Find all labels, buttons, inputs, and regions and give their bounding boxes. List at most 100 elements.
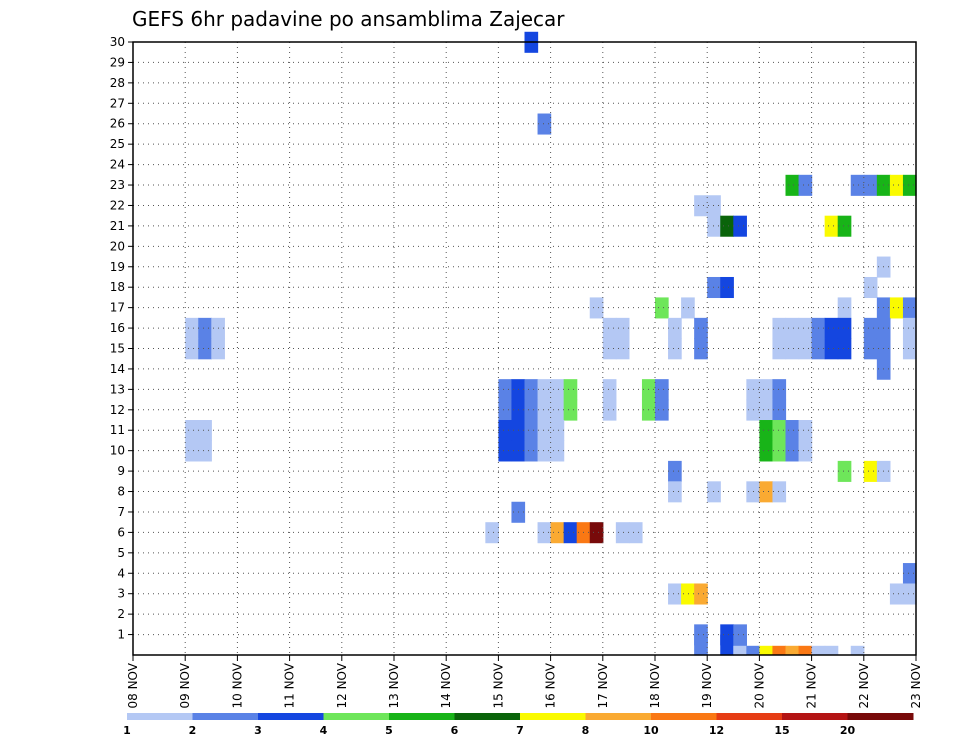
heatmap-cell: [889, 583, 904, 605]
x-tick-label: 22 NOV: [857, 662, 871, 708]
heatmap-cell: [707, 215, 721, 237]
y-tick-label: 10: [110, 444, 125, 458]
heatmap-cell: [798, 317, 813, 339]
heatmap-cell: [185, 338, 199, 360]
heatmap-cell-strip: [798, 645, 813, 655]
legend-label: 4: [320, 724, 328, 737]
heatmap-cell: [785, 174, 800, 196]
heatmap-cell: [772, 399, 787, 421]
x-tick-label: 11 NOV: [283, 662, 297, 708]
heatmap-cell: [772, 481, 787, 503]
heatmap-cell: [185, 420, 199, 442]
y-tick-label: 12: [110, 403, 125, 417]
heatmap-cell: [837, 338, 852, 360]
heatmap-cell: [485, 522, 499, 544]
chart-title: GEFS 6hr padavine po ansamblima Zajecar: [132, 7, 565, 31]
heatmap-cell: [185, 317, 199, 339]
y-tick-label: 9: [117, 464, 125, 478]
heatmap-cell-strip: [759, 645, 774, 655]
legend-label: 1: [123, 724, 131, 737]
heatmap-cell: [863, 338, 878, 360]
heatmap-cell: [863, 317, 878, 339]
heatmap-cell: [837, 215, 852, 237]
y-tick-label: 16: [110, 321, 125, 335]
heatmap-cell: [720, 215, 734, 237]
heatmap-cell: [198, 420, 212, 442]
heatmap-cell: [694, 317, 708, 339]
heatmap-cell: [785, 420, 800, 442]
heatmap-cells: [185, 31, 917, 656]
heatmap-cell: [602, 338, 617, 360]
y-tick-label: 28: [110, 76, 125, 90]
y-tick-label: 26: [110, 117, 125, 131]
heatmap-cell: [733, 215, 747, 237]
heatmap-cell: [537, 522, 552, 544]
heatmap-cell: [602, 379, 617, 401]
heatmap-cell: [785, 317, 800, 339]
y-tick-label: 7: [117, 505, 125, 519]
legend-swatch: [454, 713, 521, 720]
x-tick-label: 15 NOV: [491, 662, 505, 708]
heatmap-cell: [563, 522, 578, 544]
heatmap-cell: [850, 174, 865, 196]
heatmap-cell: [798, 338, 813, 360]
x-tick-label: 12 NOV: [335, 662, 349, 708]
legend-swatch: [651, 713, 717, 720]
heatmap-cell: [902, 583, 917, 605]
grid-lines: [133, 42, 916, 655]
heatmap-cell: [589, 522, 604, 544]
heatmap-cell: [772, 420, 787, 442]
x-tick-label: 18 NOV: [648, 662, 662, 708]
heatmap-cell: [563, 399, 578, 421]
heatmap-cell: [902, 297, 917, 319]
y-tick-label: 25: [110, 137, 125, 151]
heatmap-cell: [628, 522, 643, 544]
heatmap-cell: [615, 338, 630, 360]
x-tick-label: 20 NOV: [752, 662, 766, 708]
y-tick-label: 17: [110, 301, 125, 315]
heatmap-cell: [772, 440, 787, 462]
heatmap-cell: [498, 440, 513, 462]
heatmap-cell: [720, 276, 734, 299]
x-tick-label: 19 NOV: [700, 662, 714, 708]
y-tick-label: 14: [110, 362, 125, 376]
x-tick-label: 09 NOV: [178, 662, 192, 708]
x-tick-label: 08 NOV: [126, 662, 140, 708]
x-tick-label: 13 NOV: [387, 662, 401, 708]
y-tick-label: 15: [110, 342, 125, 356]
heatmap-cell: [720, 634, 734, 656]
legend-label: 8: [582, 724, 590, 737]
legend-swatch: [782, 713, 848, 720]
heatmap-cell: [863, 276, 878, 299]
legend-swatch: [323, 713, 390, 720]
heatmap-cell: [798, 440, 813, 462]
heatmap-cell: [668, 338, 682, 360]
legend-label: 7: [516, 724, 524, 737]
heatmap-cell: [681, 297, 695, 319]
y-tick-label: 23: [110, 178, 125, 192]
heatmap-cell: [694, 195, 708, 217]
heatmap-cell: [602, 317, 617, 339]
heatmap-cell: [537, 379, 552, 401]
x-axis: 08 NOV 09 NOV 10 NOV 11 NOV 12 NOV 13 NOV 14 N…: [126, 655, 923, 709]
heatmap-cell: [185, 440, 199, 462]
y-tick-label: 18: [110, 280, 125, 294]
heatmap-cell: [902, 174, 917, 196]
x-tick-label: 21 NOV: [805, 662, 819, 708]
heatmap-cell: [668, 481, 682, 503]
heatmap-cell: [837, 460, 852, 482]
heatmap-cell: [537, 399, 552, 421]
x-tick-label: 14 NOV: [439, 662, 453, 708]
heatmap-cell: [772, 379, 787, 401]
heatmap-cell: [589, 297, 604, 319]
legend-swatch: [389, 713, 455, 720]
legend-label: 3: [254, 724, 262, 737]
heatmap-cell: [198, 338, 212, 360]
y-tick-label: 22: [110, 198, 125, 212]
heatmap-cell: [694, 583, 708, 605]
heatmap-cell: [668, 583, 682, 605]
legend-swatch: [716, 713, 783, 720]
heatmap-cell: [498, 399, 513, 421]
y-tick-label: 6: [117, 525, 125, 539]
